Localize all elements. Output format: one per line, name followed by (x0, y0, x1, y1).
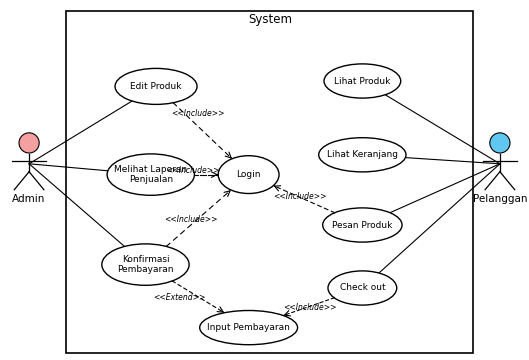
Text: Pesan Produk: Pesan Produk (332, 220, 393, 230)
Text: Input Pembayaran: Input Pembayaran (207, 323, 290, 332)
Ellipse shape (323, 208, 402, 242)
Ellipse shape (328, 271, 397, 305)
Text: <<Include>>: <<Include>> (166, 166, 220, 175)
Text: Login: Login (236, 170, 261, 179)
Ellipse shape (218, 156, 279, 194)
Ellipse shape (115, 68, 197, 104)
Text: Melihat Laporan
Penjualan: Melihat Laporan Penjualan (114, 165, 187, 184)
Text: System: System (248, 13, 292, 26)
Ellipse shape (318, 138, 406, 172)
Ellipse shape (324, 64, 401, 98)
Text: Lihat Keranjang: Lihat Keranjang (327, 150, 398, 159)
Text: Check out: Check out (340, 284, 385, 292)
Text: Admin: Admin (12, 194, 46, 204)
Ellipse shape (200, 310, 297, 345)
Ellipse shape (490, 133, 510, 153)
Text: <<Include>>: <<Include>> (163, 215, 217, 224)
Text: Edit Produk: Edit Produk (130, 82, 182, 91)
Ellipse shape (102, 244, 189, 285)
Text: <<Include>>: <<Include>> (273, 192, 327, 201)
Text: <<Include>>: <<Include>> (282, 303, 336, 312)
Text: Lihat Produk: Lihat Produk (334, 77, 390, 85)
Bar (66, 11, 473, 353)
Text: Konfirmasi
Pembayaran: Konfirmasi Pembayaran (117, 255, 174, 274)
Ellipse shape (19, 133, 39, 153)
Text: <<Extend>>: <<Extend>> (153, 292, 206, 302)
Text: Pelanggan: Pelanggan (472, 194, 527, 204)
Text: <<Include>>: <<Include>> (171, 109, 225, 118)
Ellipse shape (107, 154, 195, 195)
